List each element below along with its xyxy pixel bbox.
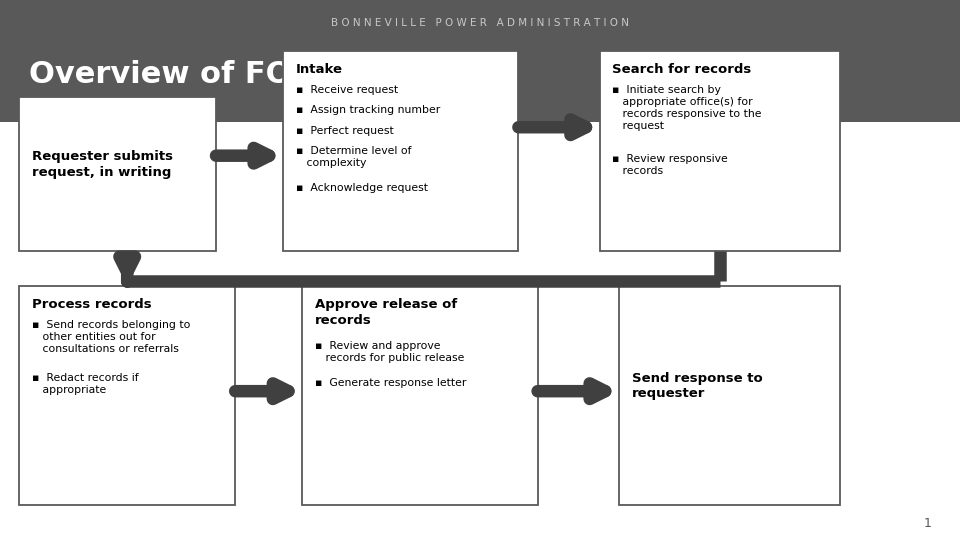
FancyBboxPatch shape <box>19 286 235 505</box>
Text: ▪  Assign tracking number: ▪ Assign tracking number <box>296 105 440 116</box>
FancyBboxPatch shape <box>19 97 216 251</box>
FancyBboxPatch shape <box>283 51 518 251</box>
Text: ▪  Redact records if
   appropriate: ▪ Redact records if appropriate <box>32 373 138 395</box>
Text: ▪  Receive request: ▪ Receive request <box>296 85 397 95</box>
Text: Intake: Intake <box>296 63 343 76</box>
FancyBboxPatch shape <box>302 286 538 505</box>
Text: 1: 1 <box>924 517 931 530</box>
Text: Process records: Process records <box>32 298 152 311</box>
Text: ▪  Generate response letter: ▪ Generate response letter <box>315 378 467 388</box>
Text: Overview of FOIA Process: Overview of FOIA Process <box>29 60 470 89</box>
FancyBboxPatch shape <box>0 0 960 122</box>
Text: Search for records: Search for records <box>612 63 752 76</box>
Text: ▪  Initiate search by
   appropriate office(s) for
   records responsive to the
: ▪ Initiate search by appropriate office(… <box>612 85 762 131</box>
Text: ▪  Review and approve
   records for public release: ▪ Review and approve records for public … <box>315 341 465 363</box>
Text: ▪  Send records belonging to
   other entities out for
   consultations or refer: ▪ Send records belonging to other entiti… <box>32 320 190 354</box>
Text: Requester submits
request, in writing: Requester submits request, in writing <box>32 150 173 179</box>
Text: ▪  Perfect request: ▪ Perfect request <box>296 126 394 136</box>
FancyBboxPatch shape <box>600 51 840 251</box>
Text: ▪  Determine level of
   complexity: ▪ Determine level of complexity <box>296 146 411 168</box>
Text: Send response to
requester: Send response to requester <box>632 372 762 400</box>
Text: Approve release of
records: Approve release of records <box>315 298 457 327</box>
Text: ▪  Review responsive
   records: ▪ Review responsive records <box>612 154 729 176</box>
Text: ▪  Acknowledge request: ▪ Acknowledge request <box>296 183 428 193</box>
Text: B O N N E V I L L E   P O W E R   A D M I N I S T R A T I O N: B O N N E V I L L E P O W E R A D M I N … <box>331 18 629 28</box>
FancyBboxPatch shape <box>619 286 840 505</box>
